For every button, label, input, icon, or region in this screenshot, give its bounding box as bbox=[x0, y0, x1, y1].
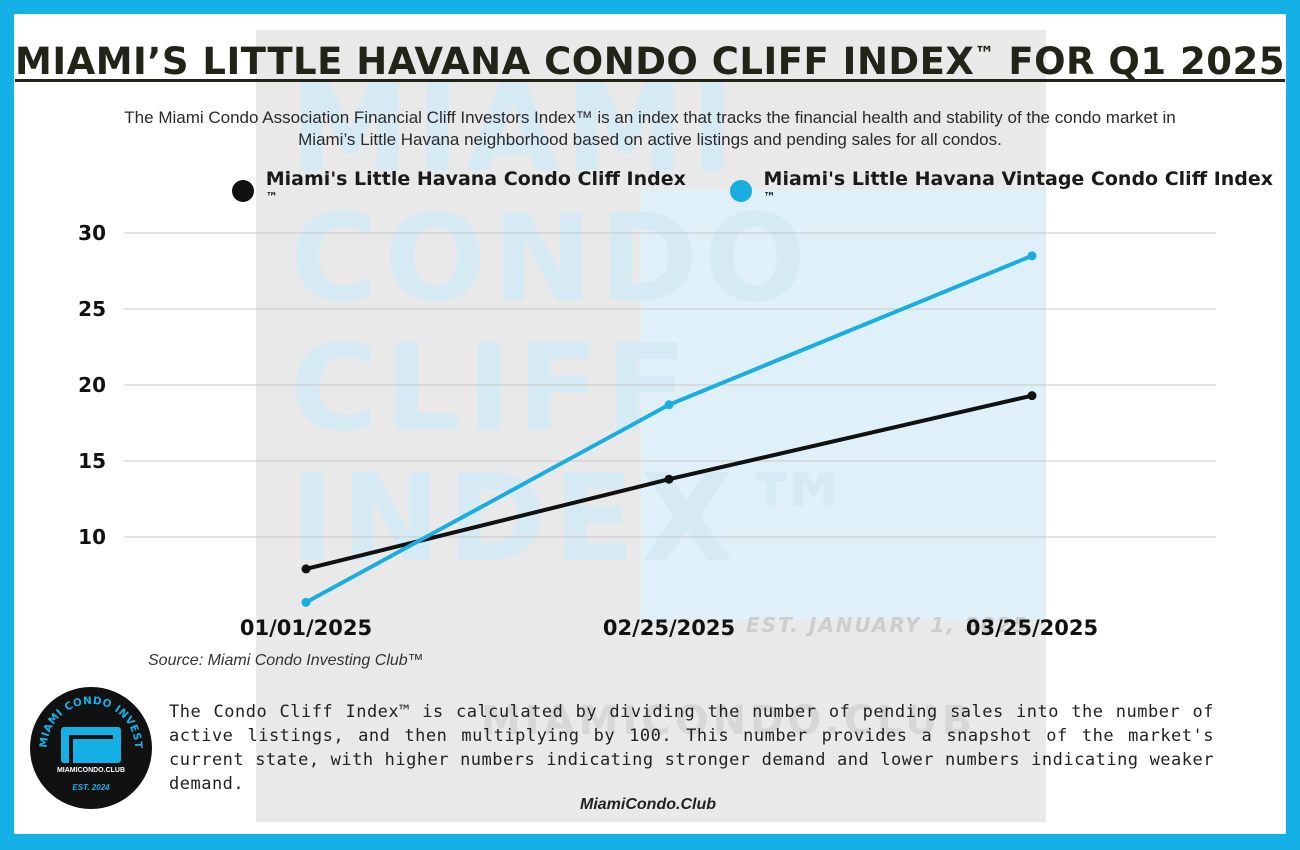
title-text: MIAMI’S LITTLE HAVANA CONDO CLIFF INDEX bbox=[15, 40, 975, 83]
watermark-background: MIAMI CONDO CLIFF INDEX™ EST. JANUARY 1,… bbox=[256, 30, 1046, 822]
logo-est: EST. 2024 bbox=[72, 783, 110, 792]
page-title: MIAMI’S LITTLE HAVANA CONDO CLIFF INDEX™… bbox=[14, 40, 1286, 83]
index-description: The Condo Cliff Index™ is calculated by … bbox=[169, 702, 1214, 794]
title-suffix: FOR Q1 2025 bbox=[994, 40, 1285, 83]
y-tick-label-25: 25 bbox=[78, 297, 106, 321]
x-tick-label-3: 03/25/2025 bbox=[966, 616, 1098, 640]
x-tick-label-2: 02/25/2025 bbox=[603, 616, 735, 640]
legend-item-condo-index: Miami's Little Havana Condo Cliff Index … bbox=[232, 168, 700, 213]
logo-url: MIAMICONDO.CLUB bbox=[56, 767, 126, 774]
y-tick-label-30: 30 bbox=[78, 221, 106, 245]
series-2-point-1 bbox=[301, 597, 311, 607]
legend-item-vintage-index: Miami's Little Havana Vintage Condo Clif… bbox=[729, 168, 1286, 213]
legend-dot-black-icon bbox=[232, 180, 254, 202]
series-2-point-2 bbox=[664, 400, 674, 410]
chart-source: Source: Miami Condo Investing Club™ bbox=[148, 652, 424, 669]
legend-label-vintage-index: Miami's Little Havana Vintage Condo Clif… bbox=[764, 168, 1286, 213]
infographic-card: MIAMI CONDO CLIFF INDEX™ EST. JANUARY 1,… bbox=[14, 14, 1286, 834]
watermark-chart-area bbox=[641, 190, 1046, 620]
watermark-line-2: CONDO bbox=[290, 190, 813, 329]
watermark-line-1: MIAMI bbox=[290, 60, 741, 199]
series-1-point-2 bbox=[664, 474, 674, 484]
series-2-point-3 bbox=[1027, 251, 1037, 261]
watermark-club: MIAMICONDO.CLUB bbox=[481, 698, 977, 744]
legend-dot-blue-icon bbox=[729, 180, 752, 202]
y-tick-label-15: 15 bbox=[78, 449, 106, 473]
legend-label-condo-index-tm: ™ bbox=[265, 190, 278, 205]
legend-label-vintage-index-tm: ™ bbox=[763, 190, 776, 205]
watermark-est: EST. JANUARY 1, 2025 bbox=[746, 613, 1029, 637]
footer-url[interactable]: MiamiCondo.Club bbox=[580, 796, 716, 813]
club-logo: MIAMI CONDO INVESTING CLUB. MIAMICONDO.C… bbox=[30, 687, 152, 809]
legend-label-condo-index-text: Miami's Little Havana Condo Cliff Index bbox=[265, 168, 686, 191]
building-icon bbox=[61, 727, 121, 763]
title-trademark: ™ bbox=[974, 41, 995, 66]
y-tick-label-10: 10 bbox=[78, 525, 106, 549]
series-1-point-3 bbox=[1027, 391, 1037, 401]
legend-label-vintage-index-text: Miami's Little Havana Vintage Condo Clif… bbox=[763, 168, 1274, 191]
x-tick-label-1: 01/01/2025 bbox=[240, 616, 372, 640]
series-line-2 bbox=[304, 253, 1034, 605]
series-1-point-1 bbox=[301, 564, 311, 574]
page-subtitle: The Miami Condo Association Financial Cl… bbox=[124, 108, 1176, 149]
legend-label-condo-index: Miami's Little Havana Condo Cliff Index … bbox=[266, 168, 700, 213]
y-tick-label-20: 20 bbox=[78, 373, 106, 397]
chart-legend: Miami's Little Havana Condo Cliff Index … bbox=[232, 168, 1286, 206]
line-chart: 10 15 20 25 30 01/01/2025 02/25/2025 03/25/2025 bbox=[78, 221, 1216, 640]
